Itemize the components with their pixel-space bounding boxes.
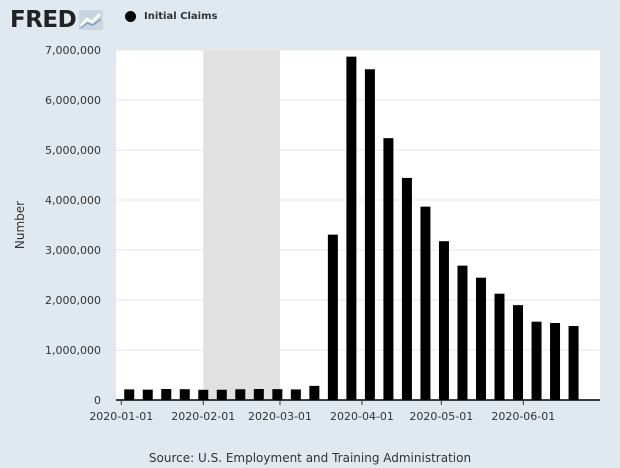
y-tick-label: 7,000,000 xyxy=(45,44,101,57)
bar xyxy=(161,389,172,400)
bar xyxy=(513,305,524,400)
bar xyxy=(179,389,190,400)
plot-area xyxy=(116,50,600,400)
bar xyxy=(475,277,486,400)
bar xyxy=(124,389,135,400)
bar xyxy=(346,56,357,401)
y-axis-label: Number xyxy=(13,201,27,249)
x-tick-label: 2020-03-01 xyxy=(248,410,312,423)
bar xyxy=(420,206,431,400)
y-tick-label: 6,000,000 xyxy=(45,94,101,107)
bar xyxy=(401,177,412,400)
legend: Initial Claims xyxy=(125,11,217,22)
bar xyxy=(494,293,505,400)
bar xyxy=(457,265,468,400)
gridlines xyxy=(116,49,600,351)
x-tick-label: 2020-02-01 xyxy=(171,410,235,423)
bar xyxy=(309,385,320,400)
y-tick-label: 1,000,000 xyxy=(45,344,101,357)
bar xyxy=(364,69,375,400)
bar xyxy=(216,389,227,400)
bar xyxy=(383,138,394,400)
x-tick-label: 2020-04-01 xyxy=(330,410,394,423)
bar xyxy=(568,326,579,400)
x-tick-label: 2020-06-01 xyxy=(491,410,555,423)
legend-label: Initial Claims xyxy=(144,11,218,22)
y-tick-label: 2,000,000 xyxy=(45,294,101,307)
logo-text: FRED xyxy=(10,7,77,33)
y-tick-label: 0 xyxy=(94,394,101,407)
bar xyxy=(253,389,264,400)
x-tick-label: 2020-01-01 xyxy=(89,410,153,423)
bar xyxy=(327,234,338,400)
bar xyxy=(550,323,561,400)
y-tick-label: 4,000,000 xyxy=(45,194,101,207)
source-note: Source: U.S. Employment and Training Adm… xyxy=(148,451,472,465)
bar xyxy=(235,389,246,400)
legend-marker xyxy=(125,11,136,22)
bar xyxy=(531,321,542,400)
bars xyxy=(124,56,579,401)
bar xyxy=(198,389,209,400)
fred-logo[interactable]: FRED xyxy=(10,6,104,34)
bar xyxy=(142,389,153,400)
bar xyxy=(272,389,283,400)
x-tick-label: 2020-05-01 xyxy=(409,410,473,423)
chart-line-icon xyxy=(79,10,104,30)
y-axis-ticks: 0 1,000,000 2,000,000 3,000,000 4,000,000 5,0… xyxy=(45,44,101,407)
bar xyxy=(438,241,449,400)
header: FRED Initial Claims xyxy=(0,0,620,40)
bar xyxy=(290,389,301,400)
y-tick-label: 3,000,000 xyxy=(45,244,101,257)
x-axis-ticks: 2020-01-01 2020-02-01 2020-03-01 2020-04-01… xyxy=(89,400,555,423)
recession-shading xyxy=(203,50,280,400)
y-tick-label: 5,000,000 xyxy=(45,144,101,157)
